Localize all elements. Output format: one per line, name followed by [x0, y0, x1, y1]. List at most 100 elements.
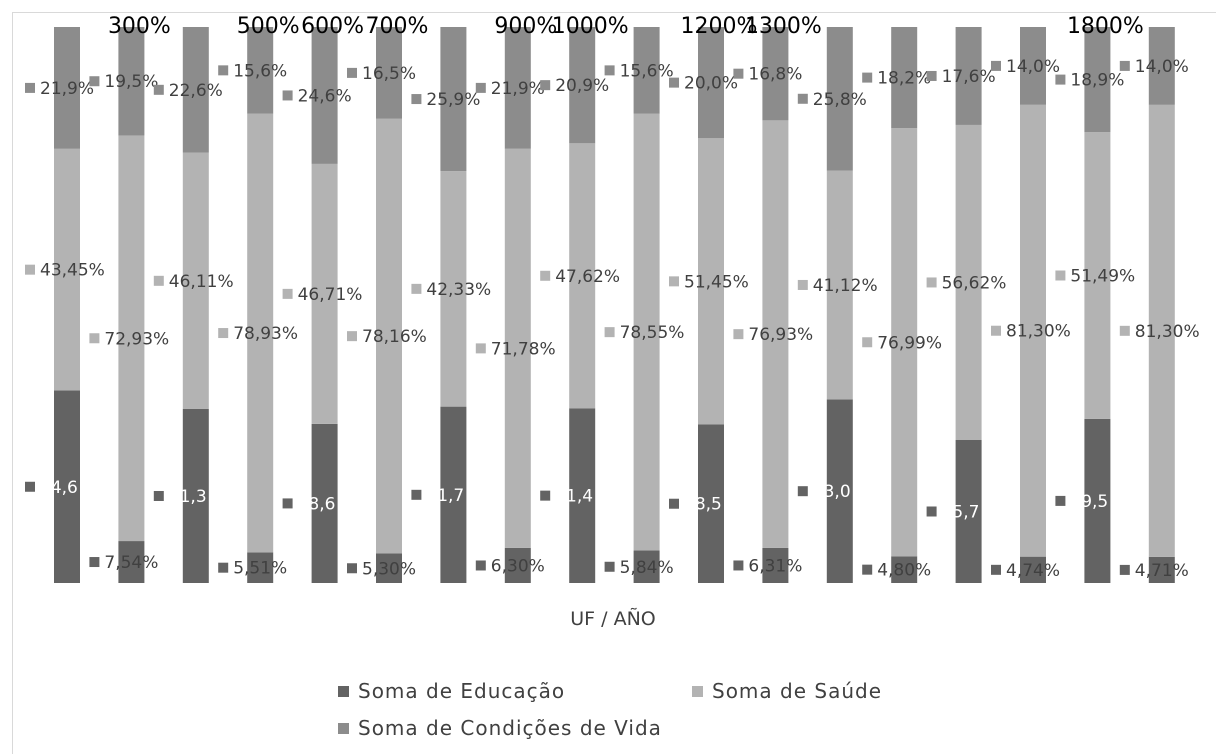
data-label-condicoes-vida-17: 18,9%: [1070, 71, 1124, 91]
label-marker-condicoes-vida-4: [218, 65, 229, 76]
bar-educacao-1: [54, 390, 80, 583]
data-label-educacao-11: 28,5: [684, 495, 722, 515]
data-label-condicoes-vida-9: 20,9%: [555, 76, 609, 96]
bar-educacao-5: [311, 423, 338, 583]
label-marker-condicoes-vida-18: [1119, 60, 1130, 71]
data-label-saude-15: 56,62%: [942, 273, 1007, 293]
label-marker-educacao-18: [1119, 564, 1130, 575]
label-marker-saude-10: [604, 327, 615, 338]
label-marker-educacao-2: [89, 557, 100, 568]
data-label-educacao-16: 4,74%: [1006, 561, 1060, 581]
label-marker-condicoes-vida-6: [347, 67, 357, 78]
bar-educacao-14: [891, 556, 918, 583]
bar-educacao-11: [698, 424, 724, 583]
data-label-saude-18: 81,30%: [1135, 322, 1200, 342]
label-marker-saude-13: [797, 279, 808, 290]
data-label-condicoes-vida-8: 21,9%: [491, 79, 545, 99]
bar-condicoes-vida-13: [826, 27, 853, 171]
label-marker-condicoes-vida-10: [604, 65, 615, 76]
data-labels-layer: 34,6 43,45% 21,9% 7,54% 72,93% 19,5% 31,3 46,11…: [25, 57, 1200, 581]
top-value-label-5: 900%: [494, 14, 557, 39]
bar-educacao-4: [247, 552, 274, 583]
data-label-condicoes-vida-4: 15,6%: [233, 61, 287, 81]
bar-condicoes-vida-4: [247, 27, 274, 114]
label-marker-saude-18: [1119, 325, 1130, 336]
label-marker-condicoes-vida-15: [926, 70, 937, 81]
label-marker-saude-1: [25, 264, 35, 275]
bar-saude-15: [955, 124, 982, 440]
top-value-label-3: 600%: [301, 14, 364, 39]
label-marker-saude-12: [733, 329, 744, 340]
label-marker-condicoes-vida-9: [540, 80, 551, 91]
data-label-educacao-2: 7,54%: [104, 553, 158, 573]
bar-educacao-7: [440, 406, 467, 583]
label-marker-saude-7: [411, 283, 422, 294]
label-marker-educacao-3: [153, 490, 164, 501]
bar-saude-3: [182, 152, 209, 409]
bar-saude-4: [247, 113, 274, 553]
top-value-label-9: 1800%: [1067, 14, 1144, 39]
data-label-educacao-6: 5,30%: [362, 559, 416, 579]
label-marker-educacao-1: [25, 481, 35, 492]
data-label-condicoes-vida-15: 17,6%: [942, 67, 996, 87]
data-label-saude-5: 46,71%: [298, 285, 363, 305]
label-marker-condicoes-vida-1: [25, 82, 35, 93]
label-marker-saude-17: [1055, 270, 1066, 281]
label-marker-educacao-13: [797, 486, 808, 497]
data-label-saude-1: 43,45%: [40, 261, 105, 281]
label-marker-educacao-14: [862, 564, 873, 575]
x-axis-label: UF / AÑO: [570, 607, 655, 630]
data-label-educacao-15: 25,7: [942, 502, 980, 522]
top-value-label-4: 700%: [366, 14, 429, 39]
bar-educacao-3: [182, 408, 209, 583]
bar-condicoes-vida-8: [504, 27, 531, 149]
label-marker-saude-15: [926, 277, 937, 288]
bar-condicoes-vida-5: [311, 27, 338, 164]
bar-saude-16: [1020, 104, 1046, 557]
data-label-educacao-4: 5,51%: [233, 559, 287, 579]
label-marker-condicoes-vida-2: [89, 76, 100, 87]
data-label-condicoes-vida-12: 16,8%: [748, 65, 802, 85]
bar-educacao-16: [1020, 556, 1046, 583]
data-label-condicoes-vida-14: 18,2%: [877, 69, 931, 89]
bar-condicoes-vida-18: [1148, 27, 1175, 105]
label-marker-condicoes-vida-11: [669, 77, 679, 88]
bar-condicoes-vida-17: [1084, 27, 1111, 133]
data-label-condicoes-vida-10: 15,6%: [620, 61, 674, 81]
bar-saude-7: [440, 171, 467, 407]
bar-saude-8: [504, 148, 531, 548]
data-label-condicoes-vida-11: 20,0%: [684, 74, 738, 94]
data-label-saude-3: 46,11%: [169, 272, 234, 292]
label-marker-saude-3: [153, 275, 164, 286]
bar-educacao-15: [955, 439, 982, 583]
data-label-saude-12: 76,93%: [748, 325, 813, 345]
bar-condicoes-vida-1: [54, 27, 80, 149]
top-labels-layer: 300% 500% 600% 700% 900%1000% 1200%1300% 1800%: [108, 14, 1144, 39]
label-marker-saude-14: [862, 337, 873, 348]
label-marker-educacao-7: [411, 489, 422, 500]
data-label-educacao-9: 31,4: [555, 487, 593, 507]
label-marker-educacao-8: [475, 560, 486, 571]
data-label-condicoes-vida-7: 25,9%: [426, 90, 480, 110]
bar-condicoes-vida-12: [762, 27, 789, 121]
bar-condicoes-vida-6: [376, 27, 402, 119]
legend-swatch-educacao: [338, 686, 349, 697]
legend-label-educacao: Soma de Educação: [358, 679, 565, 703]
data-label-condicoes-vida-2: 19,5%: [104, 72, 158, 92]
bar-condicoes-vida-7: [440, 27, 467, 172]
data-label-educacao-12: 6,31%: [748, 556, 802, 576]
bar-educacao-10: [633, 550, 660, 583]
data-label-educacao-5: 28,6: [298, 494, 336, 514]
label-marker-educacao-11: [669, 498, 679, 509]
top-value-label-1: 300%: [108, 14, 171, 39]
label-marker-saude-5: [282, 288, 293, 299]
bar-educacao-6: [376, 553, 402, 583]
bar-saude-6: [376, 118, 402, 554]
data-label-condicoes-vida-13: 25,8%: [813, 90, 867, 110]
data-label-condicoes-vida-3: 22,6%: [169, 81, 223, 101]
data-label-condicoes-vida-1: 21,9%: [40, 79, 94, 99]
bar-condicoes-vida-11: [698, 27, 724, 139]
label-marker-educacao-4: [218, 562, 229, 573]
bar-educacao-9: [569, 408, 596, 583]
